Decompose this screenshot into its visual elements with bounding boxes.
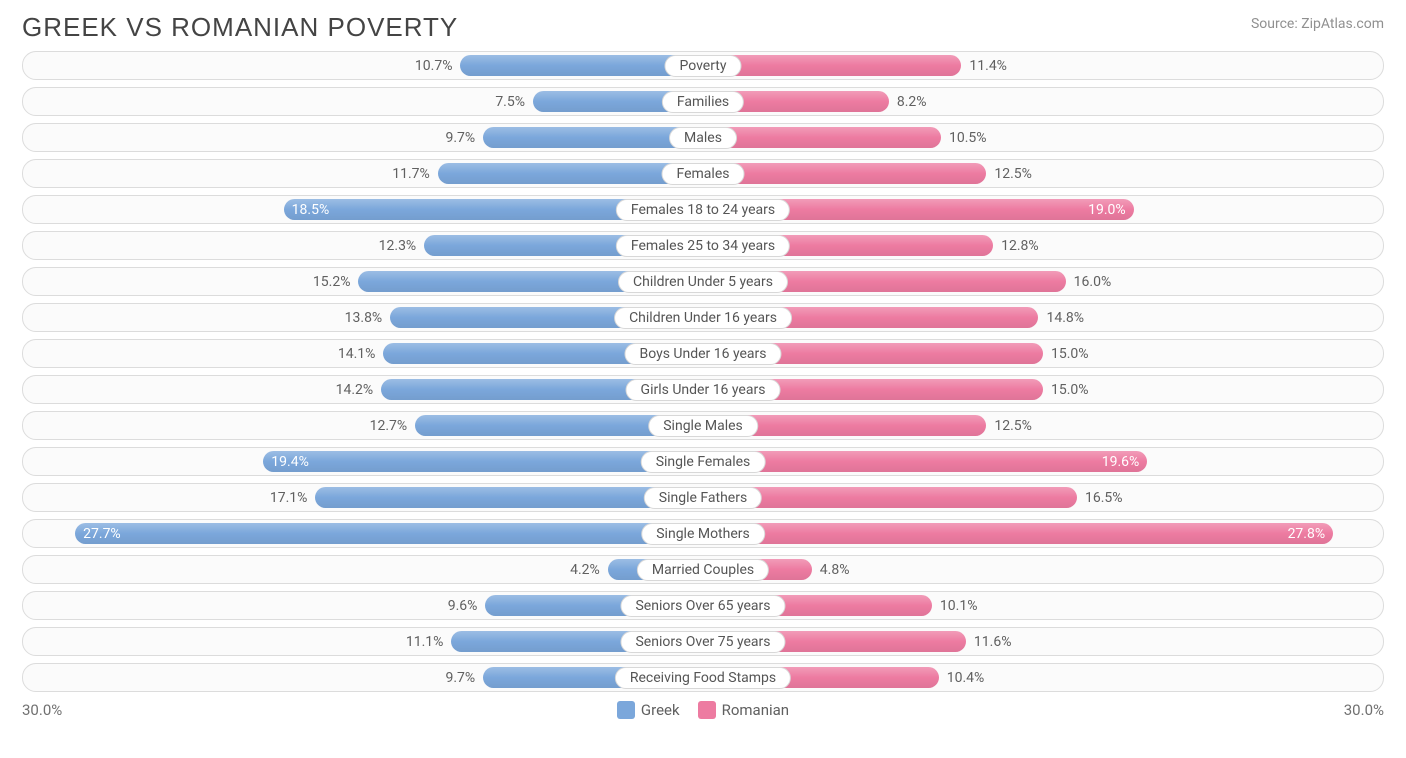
bar-romanian xyxy=(703,55,961,76)
category-label: Boys Under 16 years xyxy=(624,343,781,365)
value-label-greek: 4.2% xyxy=(570,556,600,583)
value-label-greek: 12.3% xyxy=(379,232,417,259)
bar-row: 9.7% 10.4% Receiving Food Stamps xyxy=(22,663,1384,692)
bar-row: 11.7% 12.5% Females xyxy=(22,159,1384,188)
bar-row: 14.2% 15.0% Girls Under 16 years xyxy=(22,375,1384,404)
axis-max-right: 30.0% xyxy=(1344,701,1384,719)
bar-row: 4.2% 4.8% Married Couples xyxy=(22,555,1384,584)
legend-swatch-romanian xyxy=(698,701,716,719)
value-label-greek: 17.1% xyxy=(270,484,308,511)
value-label-romanian: 19.6% xyxy=(1102,451,1140,472)
category-label: Females 18 to 24 years xyxy=(616,199,790,221)
chart-title: GREEK VS ROMANIAN POVERTY xyxy=(22,12,458,43)
value-label-greek: 14.1% xyxy=(338,340,376,367)
category-label: Children Under 5 years xyxy=(618,271,788,293)
value-label-romanian: 27.8% xyxy=(1288,523,1326,544)
value-label-romanian: 14.8% xyxy=(1046,304,1084,331)
bar-row: 18.5% 19.0% Females 18 to 24 years xyxy=(22,195,1384,224)
value-label-romanian: 12.5% xyxy=(994,412,1032,439)
bar-row: 9.7% 10.5% Males xyxy=(22,123,1384,152)
bar-row: 11.1% 11.6% Seniors Over 75 years xyxy=(22,627,1384,656)
value-label-romanian: 4.8% xyxy=(820,556,850,583)
value-label-greek: 14.2% xyxy=(336,376,374,403)
bar-greek: 27.7% xyxy=(75,523,703,544)
legend: Greek Romanian xyxy=(617,701,789,719)
legend-label-romanian: Romanian xyxy=(722,701,790,719)
bar-romanian xyxy=(703,127,941,148)
bar-row: 17.1% 16.5% Single Fathers xyxy=(22,483,1384,512)
value-label-greek: 9.6% xyxy=(448,592,478,619)
bar-romanian xyxy=(703,163,986,184)
axis-max-left: 30.0% xyxy=(22,701,62,719)
category-label: Females xyxy=(662,163,745,185)
value-label-greek: 13.8% xyxy=(345,304,383,331)
value-label-greek: 9.7% xyxy=(445,664,475,691)
value-label-greek: 12.7% xyxy=(370,412,408,439)
bar-row: 12.3% 12.8% Females 25 to 34 years xyxy=(22,231,1384,260)
value-label-romanian: 15.0% xyxy=(1051,376,1089,403)
category-label: Single Fathers xyxy=(644,487,762,509)
category-label: Single Mothers xyxy=(641,523,765,545)
chart-area: 10.7% 11.4% Poverty 7.5% 8.2% Families 9.7% 10.… xyxy=(0,51,1406,692)
category-label: Receiving Food Stamps xyxy=(615,667,791,689)
legend-label-greek: Greek xyxy=(641,701,680,719)
value-label-greek: 27.7% xyxy=(83,523,121,544)
value-label-romanian: 15.0% xyxy=(1051,340,1089,367)
value-label-romanian: 8.2% xyxy=(897,88,927,115)
bar-row: 14.1% 15.0% Boys Under 16 years xyxy=(22,339,1384,368)
value-label-greek: 7.5% xyxy=(495,88,525,115)
chart-source: Source: ZipAtlas.com xyxy=(1251,16,1384,32)
value-label-romanian: 10.4% xyxy=(947,664,985,691)
value-label-greek: 11.7% xyxy=(392,160,430,187)
value-label-greek: 15.2% xyxy=(313,268,351,295)
value-label-romanian: 12.8% xyxy=(1001,232,1039,259)
bar-row: 19.4% 19.6% Single Females xyxy=(22,447,1384,476)
category-label: Married Couples xyxy=(637,559,769,581)
category-label: Families xyxy=(662,91,744,113)
bar-row: 15.2% 16.0% Children Under 5 years xyxy=(22,267,1384,296)
bar-row: 9.6% 10.1% Seniors Over 65 years xyxy=(22,591,1384,620)
legend-swatch-greek xyxy=(617,701,635,719)
bar-row: 12.7% 12.5% Single Males xyxy=(22,411,1384,440)
category-label: Females 25 to 34 years xyxy=(616,235,790,257)
bar-romanian: 19.6% xyxy=(703,451,1147,472)
category-label: Girls Under 16 years xyxy=(626,379,781,401)
chart-footer: 30.0% Greek Romanian 30.0% xyxy=(0,699,1406,719)
category-label: Children Under 16 years xyxy=(614,307,792,329)
value-label-romanian: 16.0% xyxy=(1074,268,1112,295)
bar-row: 7.5% 8.2% Families xyxy=(22,87,1384,116)
legend-item-romanian: Romanian xyxy=(698,701,790,719)
value-label-greek: 9.7% xyxy=(445,124,475,151)
category-label: Poverty xyxy=(664,55,741,77)
category-label: Seniors Over 65 years xyxy=(620,595,785,617)
category-label: Males xyxy=(669,127,737,149)
value-label-greek: 11.1% xyxy=(406,628,444,655)
value-label-greek: 10.7% xyxy=(415,52,453,79)
value-label-greek: 19.4% xyxy=(271,451,309,472)
value-label-romanian: 10.1% xyxy=(940,592,978,619)
value-label-romanian: 16.5% xyxy=(1085,484,1123,511)
value-label-romanian: 10.5% xyxy=(949,124,987,151)
value-label-romanian: 12.5% xyxy=(994,160,1032,187)
legend-item-greek: Greek xyxy=(617,701,680,719)
bar-greek: 19.4% xyxy=(263,451,703,472)
category-label: Single Males xyxy=(648,415,758,437)
bar-row: 27.7% 27.8% Single Mothers xyxy=(22,519,1384,548)
bar-romanian: 27.8% xyxy=(703,523,1333,544)
bar-row: 13.8% 14.8% Children Under 16 years xyxy=(22,303,1384,332)
category-label: Seniors Over 75 years xyxy=(620,631,785,653)
value-label-romanian: 11.6% xyxy=(974,628,1012,655)
category-label: Single Females xyxy=(641,451,766,473)
chart-header: GREEK VS ROMANIAN POVERTY Source: ZipAtl… xyxy=(0,0,1406,51)
value-label-romanian: 19.0% xyxy=(1088,199,1126,220)
value-label-romanian: 11.4% xyxy=(969,52,1007,79)
bar-row: 10.7% 11.4% Poverty xyxy=(22,51,1384,80)
value-label-greek: 18.5% xyxy=(292,199,330,220)
